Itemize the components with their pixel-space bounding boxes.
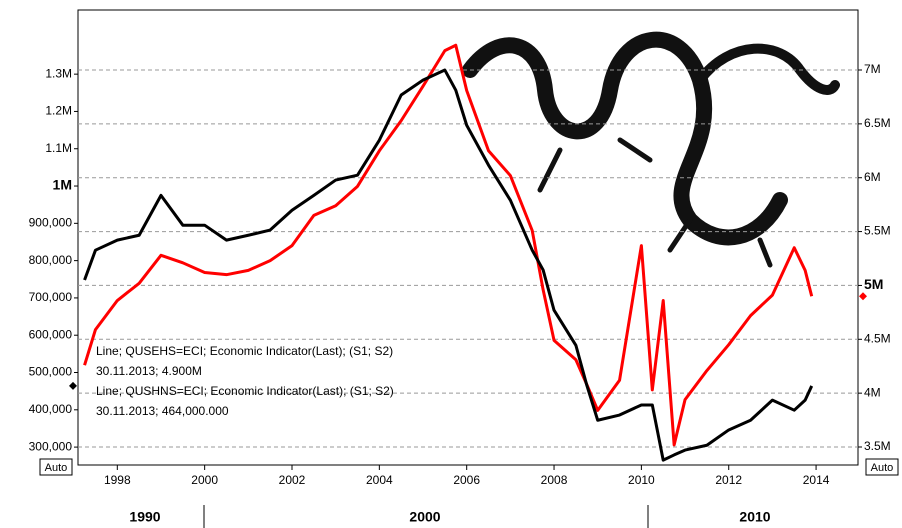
x-tick-label: 2012 — [715, 473, 742, 487]
y-tick-label: 300,000 — [29, 439, 73, 453]
y2-tick-label: 5.5M — [864, 224, 891, 238]
x-tick-label: 2000 — [191, 473, 218, 487]
x-tick-label: 2014 — [803, 473, 830, 487]
y2-tick-label: 5M — [864, 276, 883, 292]
y-tick-label: 900,000 — [29, 215, 73, 229]
x-tick-label: 1998 — [104, 473, 131, 487]
series-line — [83, 68, 814, 462]
y-tick-label: 1.3M — [45, 66, 72, 80]
x-tick-label: 2010 — [628, 473, 655, 487]
y2-tick-label: 3.5M — [864, 439, 891, 453]
y2-tick-label: 4M — [864, 385, 881, 399]
last-value-marker — [859, 292, 867, 301]
dragon-art — [462, 31, 840, 268]
legend-last: 30.11.2013; 4.900M — [96, 364, 202, 378]
y-tick-label: 1M — [53, 177, 72, 193]
auto-button-label[interactable]: Auto — [45, 462, 68, 474]
y2-tick-label: 6.5M — [864, 116, 891, 130]
x-tick-label: 2002 — [279, 473, 306, 487]
y-tick-label: 1.2M — [45, 104, 72, 118]
y-tick-label: 500,000 — [29, 365, 73, 379]
decade-label: 1990 — [129, 509, 160, 525]
x-tick-label: 2006 — [453, 473, 480, 487]
auto-button[interactable] — [865, 458, 899, 476]
y-tick-label: 800,000 — [29, 253, 73, 267]
legend-last: 30.11.2013; 464,000.000 — [96, 404, 229, 418]
decade-label: 2000 — [409, 509, 440, 525]
auto-button-label[interactable]: Auto — [871, 462, 894, 474]
y2-tick-label: 4.5M — [864, 331, 891, 345]
decade-label: 2010 — [739, 509, 770, 525]
y-tick-label: 400,000 — [29, 402, 73, 416]
x-tick-label: 2004 — [366, 473, 393, 487]
y2-tick-label: 7M — [864, 62, 881, 76]
legend-name: Line; QUSHNS=ECI; Economic Indicator(Las… — [96, 384, 394, 398]
y2-tick-label: 6M — [864, 170, 881, 184]
series-line — [83, 43, 814, 447]
y-tick-label: 600,000 — [29, 327, 73, 341]
y-tick-label: 700,000 — [29, 290, 73, 304]
legend-name: Line; QUSEHS=ECI; Economic Indicator(Las… — [96, 344, 393, 358]
auto-button[interactable] — [39, 458, 73, 476]
x-tick-label: 2008 — [541, 473, 568, 487]
y-tick-label: 1.1M — [45, 141, 72, 155]
last-value-marker — [69, 381, 77, 390]
